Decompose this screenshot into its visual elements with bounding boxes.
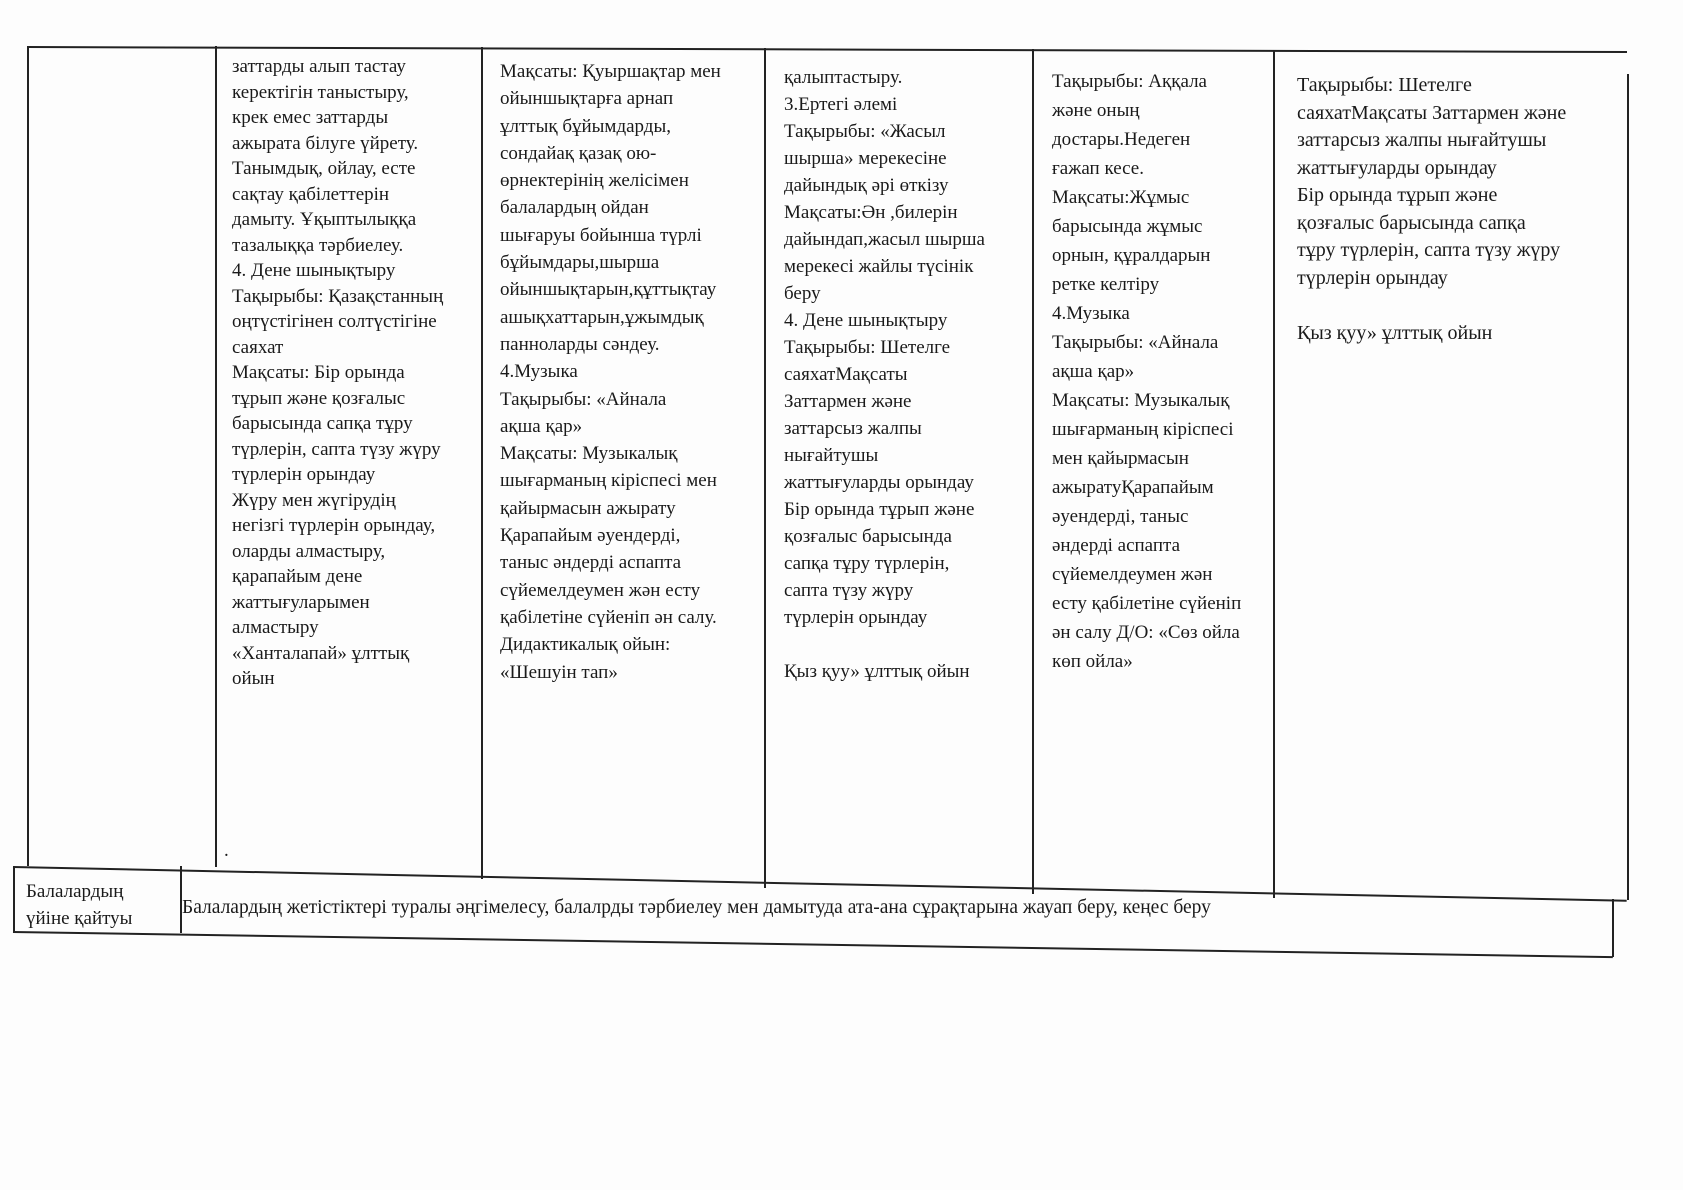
table-col-border <box>1612 899 1614 957</box>
table-col-border <box>180 866 182 933</box>
cell-column-3: қалыптастыру. 3.Ертегі әлемі Тақырыбы: «… <box>784 67 985 682</box>
stray-mark: . <box>224 840 229 861</box>
table-col-border <box>27 46 29 866</box>
table-col-border <box>1273 50 1275 898</box>
cell-column-1: заттарды алып тастау керектігін таныстыр… <box>232 56 444 689</box>
table-col-border <box>764 48 766 888</box>
row-divider <box>13 866 15 932</box>
row-label-going-home: Балалардың үйіне қайтуы <box>26 881 133 929</box>
table-bottom-border <box>12 931 1613 958</box>
table-col-border <box>215 46 217 867</box>
table-col-border <box>481 47 483 879</box>
cell-column-4: Тақырыбы: Аққала және оның достары.Недег… <box>1052 71 1242 672</box>
table-col-border <box>1627 74 1629 900</box>
row-text-going-home: Балалардың жетістіктері туралы әңгімелес… <box>182 897 1211 918</box>
cell-column-5: Тақырыбы: Шетелге саяхатМақсаты Заттарме… <box>1297 74 1567 344</box>
table-col-border <box>1032 49 1034 894</box>
cell-column-2: Мақсаты: Қуыршақтар мен ойыншықтарға арн… <box>500 61 721 683</box>
table-top-border <box>26 46 1627 54</box>
